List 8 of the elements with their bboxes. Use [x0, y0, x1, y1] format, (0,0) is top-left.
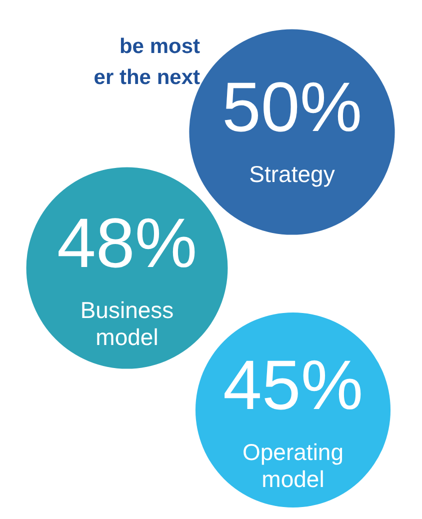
category-label: Business model — [80, 297, 174, 350]
category-label: Operating model — [242, 439, 344, 492]
data-label: 50% — [222, 68, 362, 146]
data-label: 48% — [56, 204, 198, 282]
category-label: Strategy — [249, 161, 336, 187]
data-label: 45% — [222, 346, 364, 424]
text: be most — [119, 35, 200, 58]
text: er the next — [94, 66, 200, 89]
